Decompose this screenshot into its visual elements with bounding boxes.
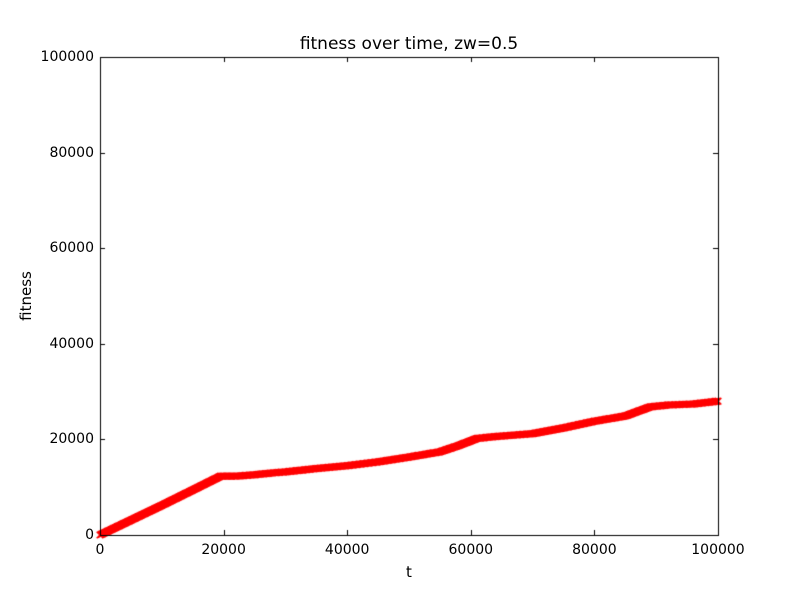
x-tick-label: 20000	[201, 542, 246, 558]
x-tick-label: 0	[95, 542, 105, 558]
y-tick-label: 40000	[49, 335, 94, 352]
x-tick-label: 60000	[448, 542, 494, 558]
y-tick-label: 20000	[49, 431, 94, 448]
chart-title: fitness over time, zw=0.5	[299, 34, 519, 54]
x-tick-label: 100000	[691, 542, 745, 558]
x-axis-label: t	[406, 563, 412, 581]
y-tick-label: 80000	[49, 144, 94, 161]
y-tick-label: 60000	[49, 240, 94, 257]
y-tick-label: 0	[85, 527, 94, 543]
x-tick-label: 80000	[572, 542, 617, 558]
x-tick-label: 40000	[324, 542, 370, 558]
y-tick-label: 100000	[40, 49, 94, 65]
y-axis-label: fitness	[17, 271, 35, 321]
